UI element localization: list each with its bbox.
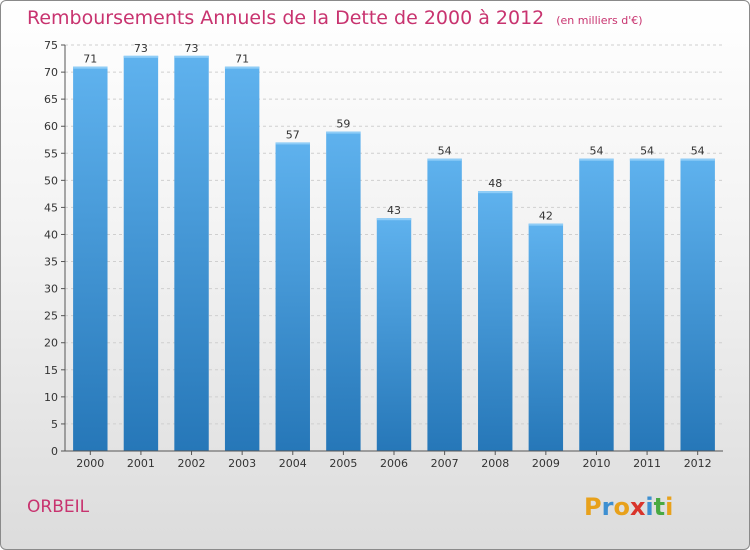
y-tick-label: 65 bbox=[44, 93, 58, 106]
data-label-2004: 57 bbox=[286, 128, 300, 141]
y-tick-label: 45 bbox=[44, 201, 58, 214]
bar-highlight bbox=[174, 55, 209, 58]
proxiti-logo: Proxiti bbox=[584, 493, 673, 521]
y-tick-label: 60 bbox=[44, 120, 58, 133]
data-label-2007: 54 bbox=[438, 145, 452, 158]
bar-2000 bbox=[73, 66, 108, 452]
bar-highlight bbox=[224, 66, 260, 69]
x-tick-label-2000: 2000 bbox=[76, 457, 104, 470]
y-tick-label: 25 bbox=[44, 310, 58, 323]
axes: 0 5 10 15 20 25 30 35 40 45 50 55 60 65 70 75 2000 2001 20… bbox=[44, 39, 723, 470]
data-label-2011: 54 bbox=[640, 145, 654, 158]
bar-2005 bbox=[326, 131, 361, 451]
y-tick-label: 70 bbox=[44, 66, 58, 79]
bar-2006 bbox=[376, 218, 412, 451]
y-tick-label: 30 bbox=[44, 283, 58, 296]
logo-letter: t bbox=[653, 493, 666, 521]
commune-name: ORBEIL bbox=[27, 497, 90, 517]
logo-letter: i bbox=[645, 493, 654, 521]
bar-2011 bbox=[629, 158, 665, 451]
chart-title: Remboursements Annuels de la Dette de 20… bbox=[27, 7, 643, 29]
y-tick-label: 35 bbox=[44, 256, 58, 269]
bar-highlight bbox=[680, 158, 715, 161]
bar-highlight bbox=[427, 158, 462, 161]
logo-letter: i bbox=[665, 493, 674, 521]
y-tick-label: 50 bbox=[44, 174, 58, 187]
data-label-2003: 71 bbox=[235, 53, 249, 66]
x-tick-label-2012: 2012 bbox=[684, 457, 712, 470]
bar-2012 bbox=[680, 158, 715, 451]
x-tick-label-2003: 2003 bbox=[228, 457, 256, 470]
y-tick-label: 10 bbox=[44, 391, 58, 404]
data-label-2000: 71 bbox=[83, 53, 97, 66]
data-label-2012: 54 bbox=[691, 145, 705, 158]
bar-2009 bbox=[528, 223, 564, 451]
y-tick-label: 20 bbox=[44, 337, 58, 350]
chart-title-text: Remboursements Annuels de la Dette de 20… bbox=[27, 7, 545, 29]
bar-2002 bbox=[174, 55, 209, 452]
y-tick-label: 75 bbox=[44, 39, 58, 52]
bar-2007 bbox=[427, 158, 462, 451]
bar-2010 bbox=[579, 158, 614, 451]
x-tick-label-2007: 2007 bbox=[431, 457, 459, 470]
bar-2001 bbox=[123, 55, 159, 452]
bar-highlight bbox=[275, 142, 310, 145]
bar-2004 bbox=[275, 142, 310, 451]
y-tick-label: 0 bbox=[51, 445, 58, 458]
y-tick-label: 55 bbox=[44, 147, 58, 160]
x-tick-label-2011: 2011 bbox=[633, 457, 661, 470]
bar-highlight bbox=[326, 131, 361, 134]
y-tick-label: 40 bbox=[44, 228, 58, 241]
bar-highlight bbox=[579, 158, 614, 161]
chart-unit-note: (en milliers d'€) bbox=[556, 14, 643, 27]
data-label-2005: 59 bbox=[336, 118, 350, 131]
x-tick-label-2009: 2009 bbox=[532, 457, 560, 470]
x-tick-label-2010: 2010 bbox=[582, 457, 610, 470]
logo-letter: r bbox=[601, 493, 614, 521]
bar-highlight bbox=[376, 218, 412, 221]
data-label-2002: 73 bbox=[185, 42, 199, 55]
data-label-2008: 48 bbox=[488, 177, 502, 190]
logo-letter: x bbox=[629, 493, 646, 521]
logo-letter: P bbox=[584, 493, 602, 521]
data-label-2001: 73 bbox=[134, 42, 148, 55]
x-tick-label-2001: 2001 bbox=[127, 457, 155, 470]
data-label-2010: 54 bbox=[589, 145, 603, 158]
bar-2008 bbox=[478, 191, 513, 451]
x-tick-label-2008: 2008 bbox=[481, 457, 509, 470]
x-tick-label-2005: 2005 bbox=[329, 457, 357, 470]
bar-highlight bbox=[73, 66, 108, 69]
bar-2003 bbox=[224, 66, 260, 452]
bar-highlight bbox=[123, 55, 159, 58]
x-tick-label-2002: 2002 bbox=[178, 457, 206, 470]
y-tick-label: 15 bbox=[44, 364, 58, 377]
bar-highlight bbox=[629, 158, 665, 161]
bar-highlight bbox=[528, 223, 564, 226]
x-tick-label-2006: 2006 bbox=[380, 457, 408, 470]
data-label-2009: 42 bbox=[539, 210, 553, 223]
bars: 71 73 73 71 57 59 43 54 48 42 54 54 54 bbox=[73, 42, 715, 452]
y-tick-label: 5 bbox=[51, 418, 58, 431]
logo-letter: o bbox=[613, 493, 630, 521]
bar-highlight bbox=[478, 191, 513, 194]
data-label-2006: 43 bbox=[387, 204, 401, 217]
x-tick-label-2004: 2004 bbox=[279, 457, 307, 470]
